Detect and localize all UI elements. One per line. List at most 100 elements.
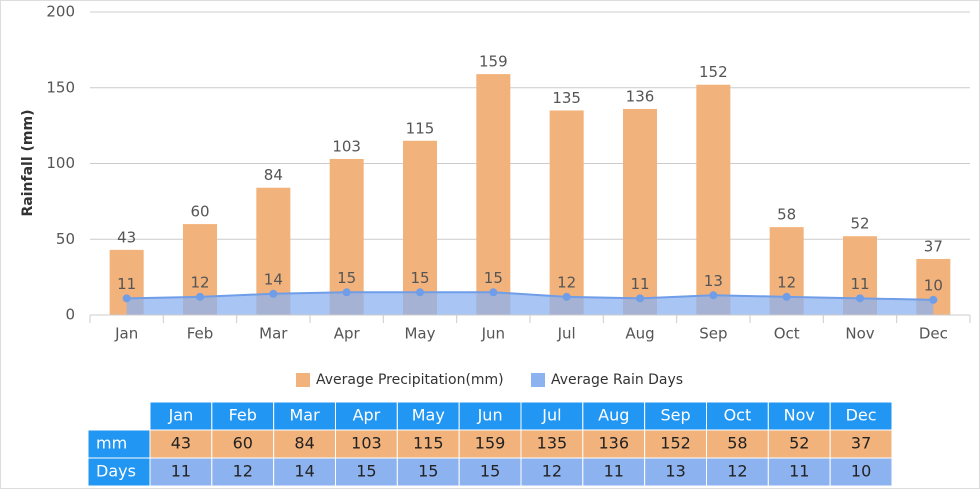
- bar-value-label: 43: [117, 228, 136, 246]
- point-value-label: 11: [630, 275, 649, 293]
- bar-value-label: 58: [777, 206, 796, 224]
- bar-value-label: 52: [850, 215, 869, 233]
- bar-value-label: 159: [479, 53, 508, 71]
- bar-value-label: 135: [552, 89, 581, 107]
- point-value-label: 11: [117, 275, 136, 293]
- table-header-text: Jan: [168, 406, 194, 425]
- table-cell: [706, 457, 769, 487]
- table-header-text: Aug: [598, 406, 629, 425]
- x-tick-label: Sep: [699, 325, 727, 343]
- y-tick-label: 0: [65, 306, 75, 324]
- table-cell-text: 58: [727, 434, 747, 453]
- table-cell-text: 136: [598, 434, 629, 453]
- table-cell: [211, 429, 275, 459]
- table-row-label-cell: [87, 457, 151, 487]
- x-tick-label: Mar: [259, 325, 288, 343]
- table-row-label-cell: [87, 429, 151, 459]
- table-header-text: Mar: [289, 406, 320, 425]
- point: [416, 288, 424, 297]
- x-tick-label: Apr: [334, 325, 361, 343]
- table-header-cell: [644, 401, 708, 431]
- table-cell-text: 11: [171, 462, 191, 481]
- table-header-text: Apr: [353, 406, 381, 425]
- table-cell-text: 12: [542, 462, 562, 481]
- point-value-label: 14: [264, 270, 283, 288]
- table-cell-text: 12: [233, 462, 253, 481]
- x-tick-label: Nov: [845, 325, 874, 343]
- y-tick-label: 50: [56, 230, 75, 248]
- y-tick-label: 200: [46, 3, 75, 21]
- table-header-text: Dec: [846, 406, 877, 425]
- table-cell: [273, 429, 336, 459]
- table-header-text: Jun: [477, 406, 503, 425]
- table-header-cell: [582, 401, 646, 431]
- table-cell: [520, 457, 584, 487]
- area: [126, 292, 934, 315]
- bar-value-label: 115: [406, 119, 435, 137]
- point: [636, 294, 644, 303]
- table-cell-text: 159: [475, 434, 506, 453]
- table-header-text: Feb: [229, 406, 257, 425]
- table-cell-text: 10: [851, 462, 871, 481]
- table-cell-text: 115: [413, 434, 444, 453]
- point-value-label: 10: [924, 276, 943, 294]
- table-header-cell: [273, 401, 336, 431]
- table-cell-text: 43: [171, 434, 191, 453]
- table-cell: [829, 429, 893, 459]
- point-value-label: 15: [410, 269, 429, 287]
- bar: [403, 140, 437, 315]
- table-header-text: Oct: [724, 406, 752, 425]
- table-cell: [458, 457, 522, 487]
- table-cell-text: 84: [294, 434, 314, 453]
- table-cell: [396, 429, 460, 459]
- point: [709, 291, 718, 300]
- x-tick-label: May: [404, 325, 435, 343]
- table-header-cell: [211, 401, 275, 431]
- table-cell: [335, 429, 398, 459]
- table-cell-text: 15: [356, 462, 376, 481]
- table-cell-text: 13: [665, 462, 685, 481]
- bar-value-label: 103: [332, 137, 361, 155]
- point-value-label: 11: [850, 275, 869, 293]
- bar-value-label: 136: [626, 87, 655, 105]
- x-tick-label: Oct: [774, 325, 800, 343]
- table-cell-text: 135: [537, 434, 568, 453]
- table-cell-text: 14: [294, 462, 314, 481]
- table-header-cell: [829, 401, 893, 431]
- legend-swatch: [296, 373, 310, 387]
- y-axis-label: Rainfall (mm): [20, 110, 36, 217]
- x-tick-label: Aug: [625, 325, 654, 343]
- table-header-text: Nov: [784, 406, 815, 425]
- point-value-label: 13: [704, 272, 723, 290]
- table-cell: [582, 457, 646, 487]
- point: [782, 292, 791, 301]
- table-cell-text: 15: [480, 462, 500, 481]
- x-tick-label: Feb: [187, 325, 214, 343]
- table-cell: [149, 457, 213, 487]
- table-row-label: mm: [96, 434, 127, 453]
- bar-value-label: 84: [264, 166, 283, 184]
- point-value-label: 15: [337, 269, 356, 287]
- table-header-text: May: [412, 406, 445, 425]
- point-value-label: 15: [484, 269, 503, 287]
- bar: [623, 108, 657, 316]
- table-header-cell: [149, 401, 213, 431]
- point: [122, 294, 131, 303]
- point: [269, 289, 278, 298]
- table-cell-text: 12: [727, 462, 747, 481]
- x-tick-label: Jul: [557, 325, 576, 343]
- table-cell: [335, 457, 398, 487]
- point-value-label: 12: [190, 273, 209, 291]
- y-tick-label: 100: [46, 154, 75, 172]
- point: [196, 292, 204, 301]
- table-cell-text: 11: [604, 462, 624, 481]
- point-value-label: 12: [777, 273, 796, 291]
- bar: [476, 74, 511, 316]
- x-tick-label: Jun: [481, 325, 505, 343]
- table-cell-text: 15: [418, 462, 438, 481]
- bar: [696, 84, 731, 315]
- bar-value-label: 37: [924, 237, 943, 255]
- table-cell-text: 52: [789, 434, 809, 453]
- table-cell-text: 37: [851, 434, 871, 453]
- table-header-cell: [458, 401, 522, 431]
